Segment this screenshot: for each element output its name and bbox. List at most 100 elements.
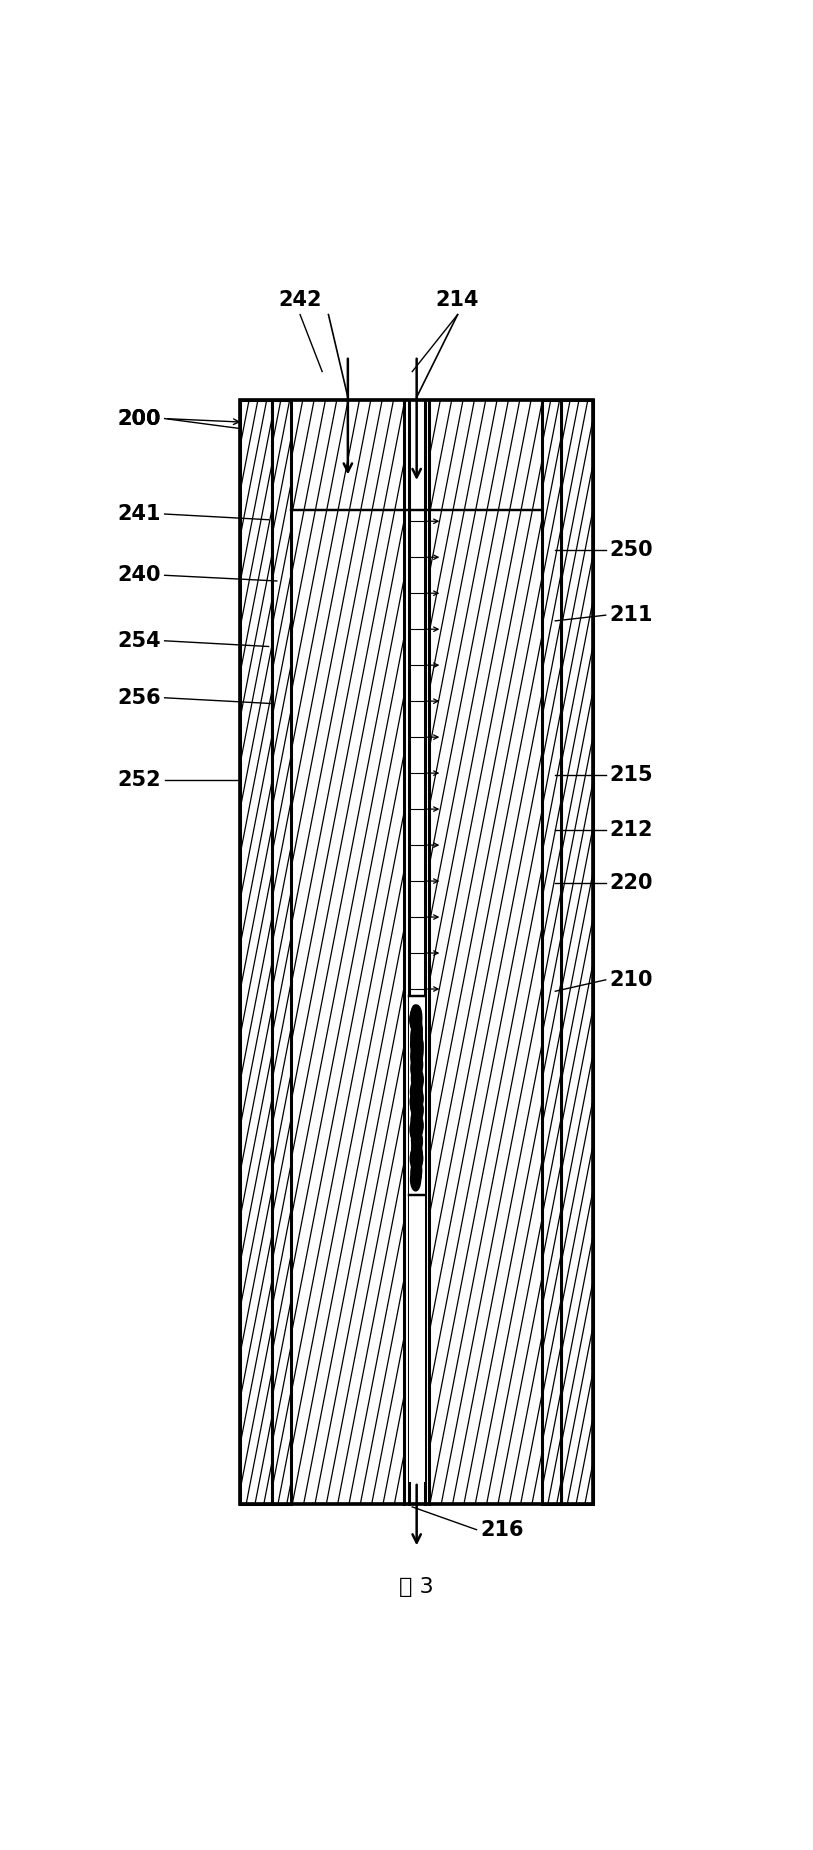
Text: 250: 250 [609,540,653,561]
Circle shape [413,1034,423,1056]
Circle shape [411,1162,421,1186]
Text: 212: 212 [609,820,653,840]
Circle shape [414,1023,421,1040]
Circle shape [413,1040,423,1062]
Circle shape [411,1090,421,1114]
Bar [542,400,561,1504]
Circle shape [411,1025,421,1047]
Circle shape [414,1088,421,1104]
Circle shape [414,1018,420,1032]
Bar [404,400,409,1504]
Circle shape [412,1027,422,1049]
Circle shape [411,1010,422,1032]
Circle shape [412,1018,422,1042]
Text: 241: 241 [118,503,161,524]
Circle shape [415,1104,422,1119]
Text: 242: 242 [278,290,322,311]
Circle shape [411,1029,421,1051]
Circle shape [412,1160,420,1177]
Circle shape [411,1097,421,1119]
Circle shape [412,1030,420,1045]
Circle shape [414,1125,421,1141]
Circle shape [411,1128,422,1153]
Circle shape [411,1038,422,1060]
Circle shape [412,1054,420,1071]
Circle shape [411,1067,422,1090]
Circle shape [412,1030,422,1054]
Circle shape [411,1160,421,1182]
Circle shape [412,1016,420,1030]
Bar [424,400,429,1504]
Circle shape [414,1069,421,1086]
Circle shape [414,1147,421,1164]
Circle shape [412,1045,423,1067]
Circle shape [411,1167,420,1191]
Text: 216: 216 [480,1519,524,1539]
Circle shape [414,1090,420,1104]
Circle shape [411,1056,419,1071]
Circle shape [411,1056,421,1080]
Text: 256: 256 [118,688,161,709]
Circle shape [413,1130,420,1147]
Circle shape [414,1016,421,1032]
Circle shape [411,1019,422,1043]
Circle shape [412,1141,422,1164]
Circle shape [415,1025,422,1040]
Circle shape [414,1108,420,1125]
Circle shape [411,1117,421,1140]
Circle shape [415,1130,422,1147]
Circle shape [414,1042,420,1056]
Circle shape [415,1095,422,1110]
Circle shape [411,1154,419,1171]
Circle shape [412,1077,420,1093]
Bar [272,400,291,1504]
Circle shape [411,1047,421,1069]
Circle shape [415,1051,421,1067]
Circle shape [411,1160,421,1182]
Text: 200: 200 [118,409,161,429]
Text: 214: 214 [436,290,480,311]
Circle shape [412,1147,422,1169]
Text: 200: 200 [118,409,161,429]
Circle shape [412,1034,423,1056]
Circle shape [411,1006,420,1029]
Circle shape [411,1005,419,1021]
Circle shape [411,1145,421,1169]
Circle shape [411,1005,422,1029]
Circle shape [412,1097,423,1121]
Circle shape [412,1145,422,1167]
Circle shape [413,1134,420,1151]
Circle shape [411,1149,419,1166]
Bar [561,400,593,1504]
Bar [241,400,272,1504]
Circle shape [412,1117,423,1140]
Circle shape [412,1077,422,1101]
Text: 220: 220 [609,873,653,894]
Circle shape [412,1079,420,1095]
Circle shape [413,1130,420,1145]
Text: 211: 211 [609,605,653,625]
Bar [409,400,424,1504]
Text: 252: 252 [118,770,161,790]
Circle shape [412,1132,420,1149]
Circle shape [411,1158,422,1180]
Circle shape [411,1066,422,1088]
Circle shape [413,1086,423,1110]
Text: 254: 254 [118,631,161,651]
Text: 图 3: 图 3 [399,1576,434,1597]
Circle shape [413,1077,420,1091]
Circle shape [412,1053,423,1077]
Circle shape [411,1092,422,1114]
Circle shape [413,1069,424,1092]
Circle shape [414,1162,421,1177]
Text: 215: 215 [609,764,653,784]
Circle shape [411,1054,422,1077]
Circle shape [413,1114,423,1138]
Circle shape [411,1029,421,1053]
Text: 240: 240 [118,566,161,585]
Circle shape [410,1008,420,1032]
Bar [409,1195,424,1482]
Circle shape [413,1147,423,1169]
Circle shape [411,1043,421,1066]
Circle shape [411,1090,420,1114]
